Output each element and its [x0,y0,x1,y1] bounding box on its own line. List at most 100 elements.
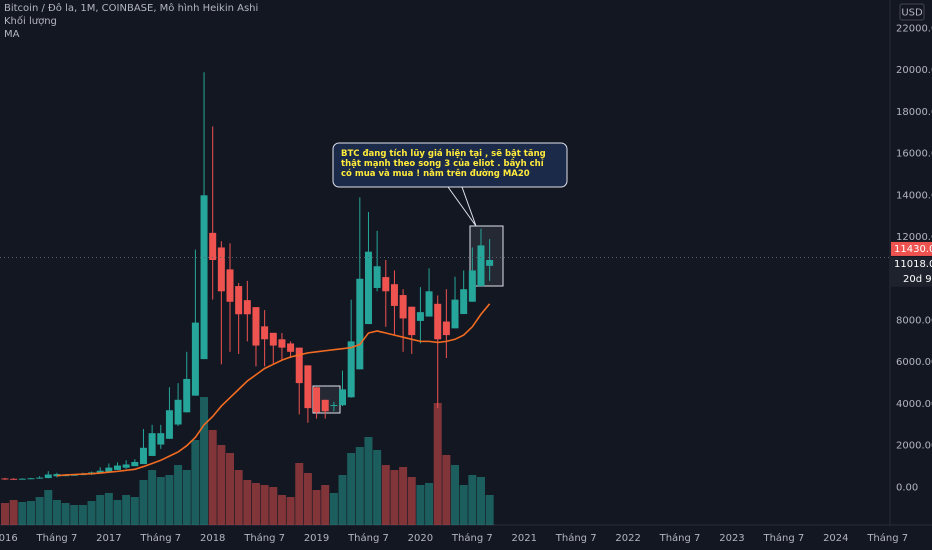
candle-body [425,291,433,317]
volume-bar [148,470,157,525]
currency: USD [901,8,923,19]
price-layer [1,72,494,480]
volume-bar [451,465,460,525]
candle-body [451,299,459,329]
x-tick-label: Tháng 7 [866,532,908,544]
volume-bar [373,450,382,525]
volume-bar [182,470,191,525]
volume-bar [104,493,113,525]
volume-bar [312,490,321,525]
volume-bar [122,495,131,525]
volume-bar [355,447,364,525]
volume-bar [260,485,269,525]
candle-body [131,461,139,467]
volume-bar [174,465,183,525]
x-tick-label: 2020 [408,533,433,544]
candle-body [1,478,9,480]
volume-bar [9,500,18,525]
candle-body [486,259,494,266]
callout-text: BTC đang tích lũy giá hiện tại , sẽ bật … [341,149,546,179]
volume-bar [295,463,304,525]
x-tick-label: 2017 [96,533,121,544]
currency-box[interactable] [899,3,925,21]
candle-body [278,339,286,348]
candle-body [235,286,243,315]
volume-bar [321,485,330,525]
countdown: 20d 9h [903,274,932,285]
candle-body [442,321,450,336]
candle-body [122,464,130,468]
candle-body [347,341,355,398]
volume-bar [277,495,286,525]
volume-bar [425,483,434,525]
candle-body [313,387,321,413]
axis-layer: 2016 Tháng 7 2017 Tháng 7 2018 Tháng 7 2019 Thá… [0,23,932,544]
x-tick-label: Tháng 7 [555,532,597,544]
x-tick-label: Tháng 7 [451,532,493,544]
volume-bar [407,477,416,525]
candle-body [114,465,122,470]
callout: BTC đang tích lũy giá hiện tại , sẽ bật … [341,149,546,179]
x-tick-label: Tháng 7 [762,532,804,544]
candle-body [10,478,18,480]
x-tick-label: 2021 [512,533,537,544]
candle-body [18,478,26,480]
volume-bar [338,475,347,525]
candle-body [183,378,191,413]
candle-body [70,474,78,476]
volume-bar [70,505,79,525]
volume-bar [1,503,9,525]
volume-bar [476,477,485,525]
volume-bar [226,453,235,525]
candle-body [339,389,347,406]
volume-bar [442,455,451,525]
x-tick-label: Tháng 7 [347,532,389,544]
candle-body [460,289,468,315]
price-marker-tag [891,256,932,287]
candle-body [96,470,104,474]
candle-body [356,278,364,370]
y-tick-label: 4000.00 [896,399,932,410]
volume-bar [468,475,477,525]
x-tick-label: Tháng 7 [36,532,78,544]
candle-body [36,477,44,479]
volume-bar [399,467,408,525]
candle-body [148,433,156,456]
volume-bar [61,503,70,525]
candle-body [269,332,277,346]
x-tick-label: 2019 [304,533,329,544]
candle-body [382,277,390,292]
candle-body [44,474,52,479]
header-volume: Khối lượng [4,15,57,27]
candle-body [243,300,251,315]
candle-body [27,478,35,480]
volume-bar [485,495,494,525]
x-tick-label: 2022 [615,533,640,544]
candle-body [217,247,225,292]
candle-body [252,307,260,346]
y-tick-label: 16000.00 [896,149,932,160]
volume-bar [35,497,44,525]
volume-bar [156,477,165,525]
volume-bar [208,430,217,525]
candle-body [304,365,312,409]
volume-bar [416,485,425,525]
x-tick-label: 2024 [823,533,848,544]
y-tick-label: 18000.00 [896,107,932,118]
volume-bar [364,437,373,525]
candle-body [191,322,199,396]
volume-bar [217,445,226,525]
price-marker-label: 11018.09 [894,259,932,270]
candle-body [287,343,295,352]
candle-body [373,266,381,288]
volume-layer [1,397,494,525]
candle-body [477,245,485,287]
volume-bar [191,440,200,525]
volume-bar [251,483,260,525]
header-title: Bitcoin / Đô la, 1M, COINBASE, Mô hình H… [4,2,258,14]
candle-body [364,251,372,325]
volume-bar [200,397,209,525]
volume-bar [130,497,139,525]
